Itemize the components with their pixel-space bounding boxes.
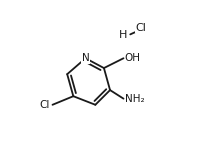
Text: NH₂: NH₂ [125, 94, 144, 104]
Text: H: H [119, 30, 128, 40]
Text: N: N [82, 53, 89, 63]
Text: Cl: Cl [135, 23, 146, 33]
Text: Cl: Cl [40, 100, 50, 110]
Text: OH: OH [125, 53, 141, 63]
